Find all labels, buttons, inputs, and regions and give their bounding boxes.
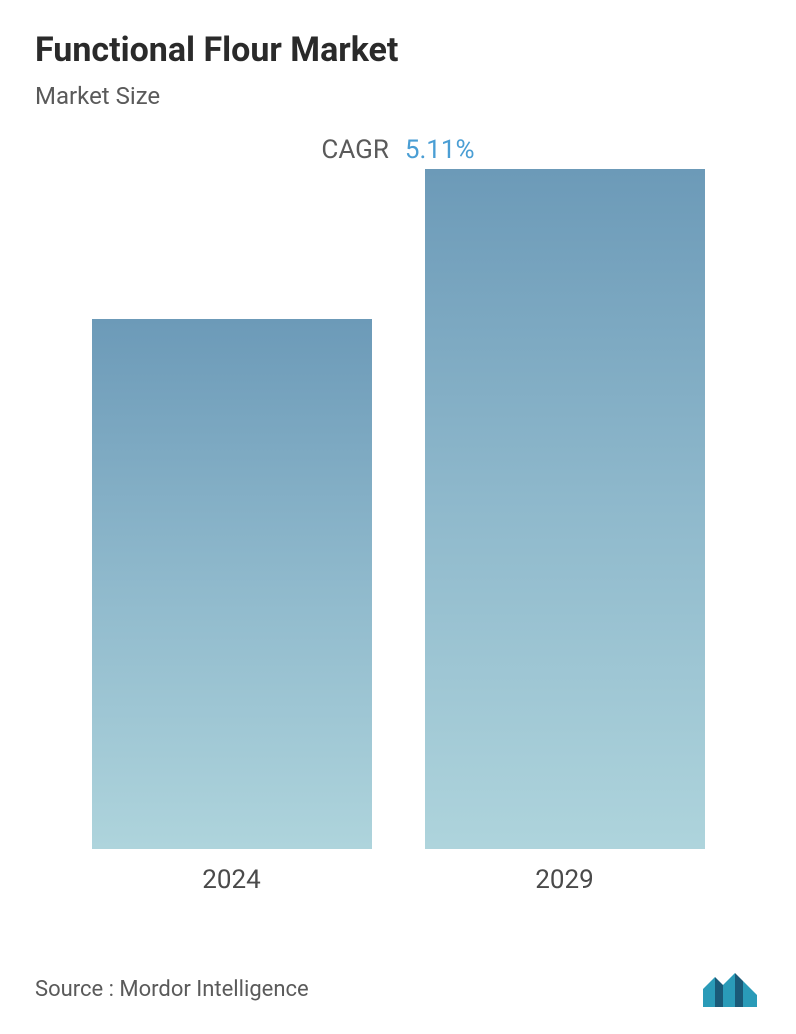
bar-0 — [92, 319, 372, 849]
cagr-label: CAGR — [321, 135, 388, 165]
bar-label-0: 2024 — [202, 865, 260, 895]
brand-logo-icon — [701, 969, 761, 1009]
chart-area: 2024 2029 — [35, 215, 761, 895]
bar-wrap-0: 2024 — [92, 319, 372, 895]
cagr-row: CAGR 5.11% — [35, 135, 761, 165]
bar-wrap-1: 2029 — [425, 169, 705, 895]
cagr-value: 5.11% — [405, 135, 475, 165]
chart-title: Functional Flour Market — [35, 30, 761, 70]
chart-footer: Source : Mordor Intelligence — [35, 969, 761, 1009]
bar-label-1: 2029 — [535, 865, 593, 895]
bar-1 — [425, 169, 705, 849]
chart-subtitle: Market Size — [35, 82, 761, 110]
source-text: Source : Mordor Intelligence — [35, 977, 309, 1002]
